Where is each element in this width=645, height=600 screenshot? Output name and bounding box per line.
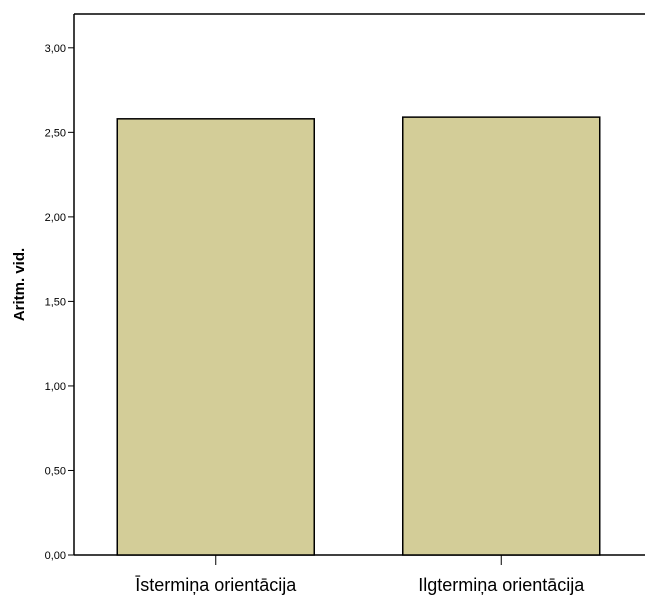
x-tick-label: Īstermiņa orientācija (135, 575, 297, 595)
y-tick-label: 0,00 (45, 550, 66, 562)
y-tick-label: 1,00 (45, 381, 66, 393)
y-axis-title: Aritm. vid. (11, 248, 28, 321)
y-tick-label: 2,50 (45, 127, 66, 139)
x-tick-label: Ilgtermiņa orientācija (418, 575, 585, 595)
bar (116, 118, 315, 556)
y-tick-label: 0,50 (45, 465, 66, 477)
y-tick-label: 3,00 (45, 43, 66, 55)
y-tick-label: 2,00 (45, 212, 66, 224)
bar (402, 116, 601, 556)
y-tick-label: 1,50 (45, 296, 66, 308)
